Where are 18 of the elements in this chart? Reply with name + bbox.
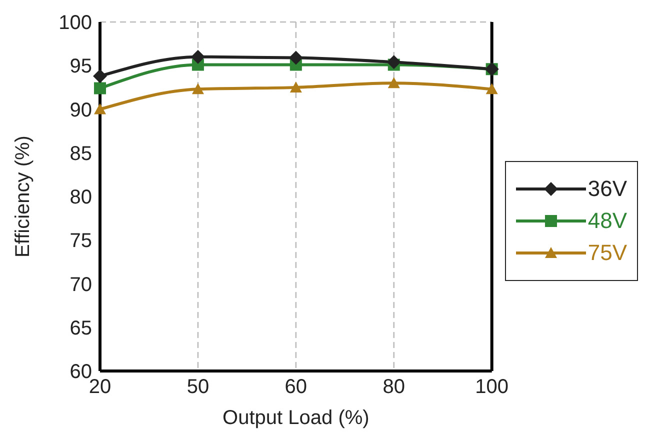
y-tick-label: 70: [70, 274, 92, 296]
legend-label: 36V: [588, 176, 627, 202]
x-tick-label: 20: [88, 376, 112, 398]
y-tick-label: 65: [70, 317, 92, 340]
x-tick-label: 80: [382, 376, 406, 398]
y-tick-label: 100: [58, 12, 92, 34]
x-axis-title: Output Load (%): [222, 407, 370, 429]
y-tick-label: 80: [70, 186, 92, 209]
x-tick-label: 100: [475, 376, 509, 398]
x-tick-label: 60: [284, 376, 308, 398]
y-tick-label: 90: [70, 99, 92, 122]
y-tick-label: 75: [70, 230, 92, 252]
y-tick-label: 85: [70, 142, 92, 165]
legend-label: 75V: [588, 240, 627, 266]
x-tick-label: 50: [186, 376, 210, 398]
y-axis-title: Efficiency (%): [12, 136, 34, 258]
legend-label: 48V: [588, 208, 627, 234]
y-tick-label: 95: [70, 56, 92, 78]
